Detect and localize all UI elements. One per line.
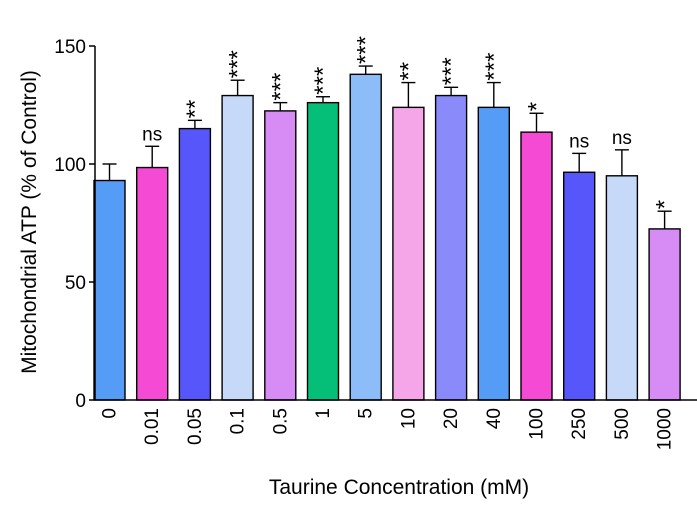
y-tick-label-150: 150 (54, 37, 86, 58)
significance-label-250: ns (569, 131, 589, 152)
x-tick-label-5: 5 (356, 408, 377, 419)
significance-label-5: *** (353, 36, 380, 64)
x-tick-label-250: 250 (569, 408, 590, 440)
x-tick-label-0.01: 0.01 (142, 408, 163, 445)
x-tick-label-1: 1 (313, 408, 334, 419)
bar-0.01 (135, 166, 169, 401)
significance-label-1: *** (310, 67, 337, 95)
x-tick-label-20: 20 (441, 408, 462, 429)
y-tick-label-100: 100 (54, 155, 86, 176)
significance-label-0.01: ns (142, 124, 162, 145)
bar-250 (563, 171, 596, 401)
significance-labels-group: ns******** ******** *** ****ns ns* (142, 36, 678, 209)
bar-0 (93, 179, 126, 401)
axes-group: 0 0.01 0.05 0.1 0.5 1 5 10 20 40 100 250 500 1000 0 50 1… (54, 37, 697, 450)
significance-label-0.1: *** (225, 50, 252, 78)
x-tick-label-0: 0 (100, 408, 121, 419)
significance-label-20: *** (438, 57, 465, 85)
significance-label-500: ns (612, 128, 632, 149)
bar-0.1 (221, 94, 254, 401)
y-axis-title: Mitochondrial ATP (% of Control) (18, 70, 41, 374)
significance-label-1000: * (652, 200, 679, 209)
bar-1 (306, 101, 340, 401)
x-tick-label-1000: 1000 (655, 408, 676, 450)
bar-0.5 (264, 110, 297, 401)
x-tick-label-40: 40 (484, 408, 505, 429)
x-tick-label-10: 10 (398, 408, 419, 429)
bar-10 (392, 106, 425, 401)
bar-5 (349, 73, 382, 401)
x-axis-title: Taurine Concentration (mM) (269, 476, 529, 499)
significance-label-0.05: ** (182, 100, 209, 119)
y-tick-label-50: 50 (65, 273, 86, 294)
bars-group (93, 73, 681, 401)
significance-label-0.5: *** (267, 73, 294, 101)
bar-500 (605, 175, 639, 401)
significance-label-40: *** (481, 53, 508, 81)
significance-label-10: ** (395, 62, 422, 81)
x-tick-label-0.05: 0.05 (185, 408, 206, 445)
x-tick-label-0.5: 0.5 (270, 408, 291, 434)
bar-100 (520, 131, 553, 401)
bar-20 (434, 94, 468, 401)
x-tick-label-500: 500 (612, 408, 633, 440)
x-tick-label-100: 100 (527, 408, 548, 440)
error-bars-group (102, 65, 672, 229)
bar-1000 (648, 228, 681, 401)
x-tick-label-0.1: 0.1 (228, 408, 249, 434)
significance-label-100: * (524, 102, 551, 111)
y-tick-label-0: 0 (75, 391, 86, 412)
bar-40 (477, 106, 510, 401)
bar-0.05 (178, 127, 212, 401)
